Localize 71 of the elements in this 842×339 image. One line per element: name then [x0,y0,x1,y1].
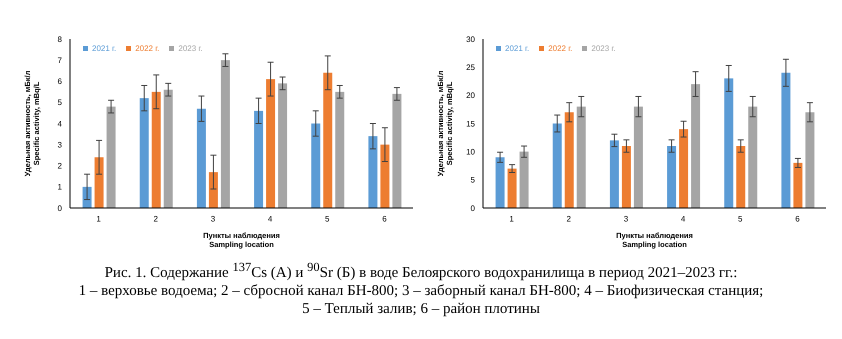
x-tick-label: 3 [624,214,629,224]
bar [266,79,276,208]
bar [278,83,288,208]
x-tick-label: 2 [154,214,159,224]
y-tick-label: 10 [466,148,476,157]
bar [392,94,402,208]
x-tick-label: 6 [382,214,388,224]
x-tick-label: 1 [96,214,102,224]
y-tick-label: 30 [466,34,476,44]
x-tick-label: 3 [210,214,216,224]
bar [805,112,814,208]
legend-label: 2022 г. [135,44,160,53]
bar [94,157,104,208]
legend-label: 2021 г. [505,44,530,53]
bar [781,72,790,208]
bar [691,84,700,208]
bar [164,90,173,208]
bar [520,152,529,208]
x-tick-label: 4 [680,214,686,224]
bar [793,162,802,208]
x-tick-label: 5 [738,214,744,224]
bar [576,106,586,208]
bar [152,92,161,208]
bar [724,78,734,208]
bar [254,110,264,208]
y-tick-label: 5 [470,176,476,185]
bar [679,129,688,208]
legend-label: 2021 г. [92,44,116,53]
y-tick-label: 20 [466,91,476,100]
bar [368,136,378,208]
bar [748,106,758,208]
legend-label: 2022 г. [548,44,572,53]
y-tick-label: 8 [58,34,63,44]
bar [610,140,619,208]
y-tick-label: 1 [58,182,63,192]
bar [220,60,230,208]
legend-label: 2023 г. [591,44,616,53]
bar [335,92,344,208]
bar [140,98,149,208]
bar [496,157,505,208]
bar [311,124,320,208]
y-tick-label: 4 [58,119,63,128]
bar [323,72,332,208]
bar [622,146,631,208]
bar [508,168,517,208]
y-tick-label: 5 [58,98,63,108]
bar [564,112,574,208]
y-tick-label: 0 [58,204,63,213]
bar [208,172,218,208]
x-tick-label: 5 [325,214,330,224]
y-tick-label: 25 [466,63,476,72]
bar [196,108,206,208]
y-tick-label: 15 [466,119,476,128]
x-tick-label: 1 [509,214,514,224]
y-tick-label: 6 [58,77,63,86]
y-tick-label: 7 [58,56,63,65]
x-tick-label: 2 [566,214,572,224]
y-tick-label: 2 [58,162,63,171]
bar [380,144,390,208]
bar [667,146,676,208]
text: Рис. 1. Содержание $^{137}$Cs (А) и $^{90}$Sr (Б) в воде Белоярского водохранилища в период 2021–2023 гг.: 1 – верховье водоема; 2 – сбросной канал БН-800; 3 – заборный канал БН-800; 4 – Биофизическая станция; 5 – Теплый залив; 6 – район плотины [78,259,764,318]
bar [552,124,562,208]
bar [736,146,746,208]
x-tick-label: 4 [268,214,273,224]
y-tick-label: 0 [470,204,476,213]
bar [106,106,116,208]
legend-label: 2023 г. [178,44,203,53]
x-tick-label: 6 [795,214,800,224]
y-tick-label: 3 [58,140,63,150]
bar [82,186,92,208]
bar [634,106,643,208]
